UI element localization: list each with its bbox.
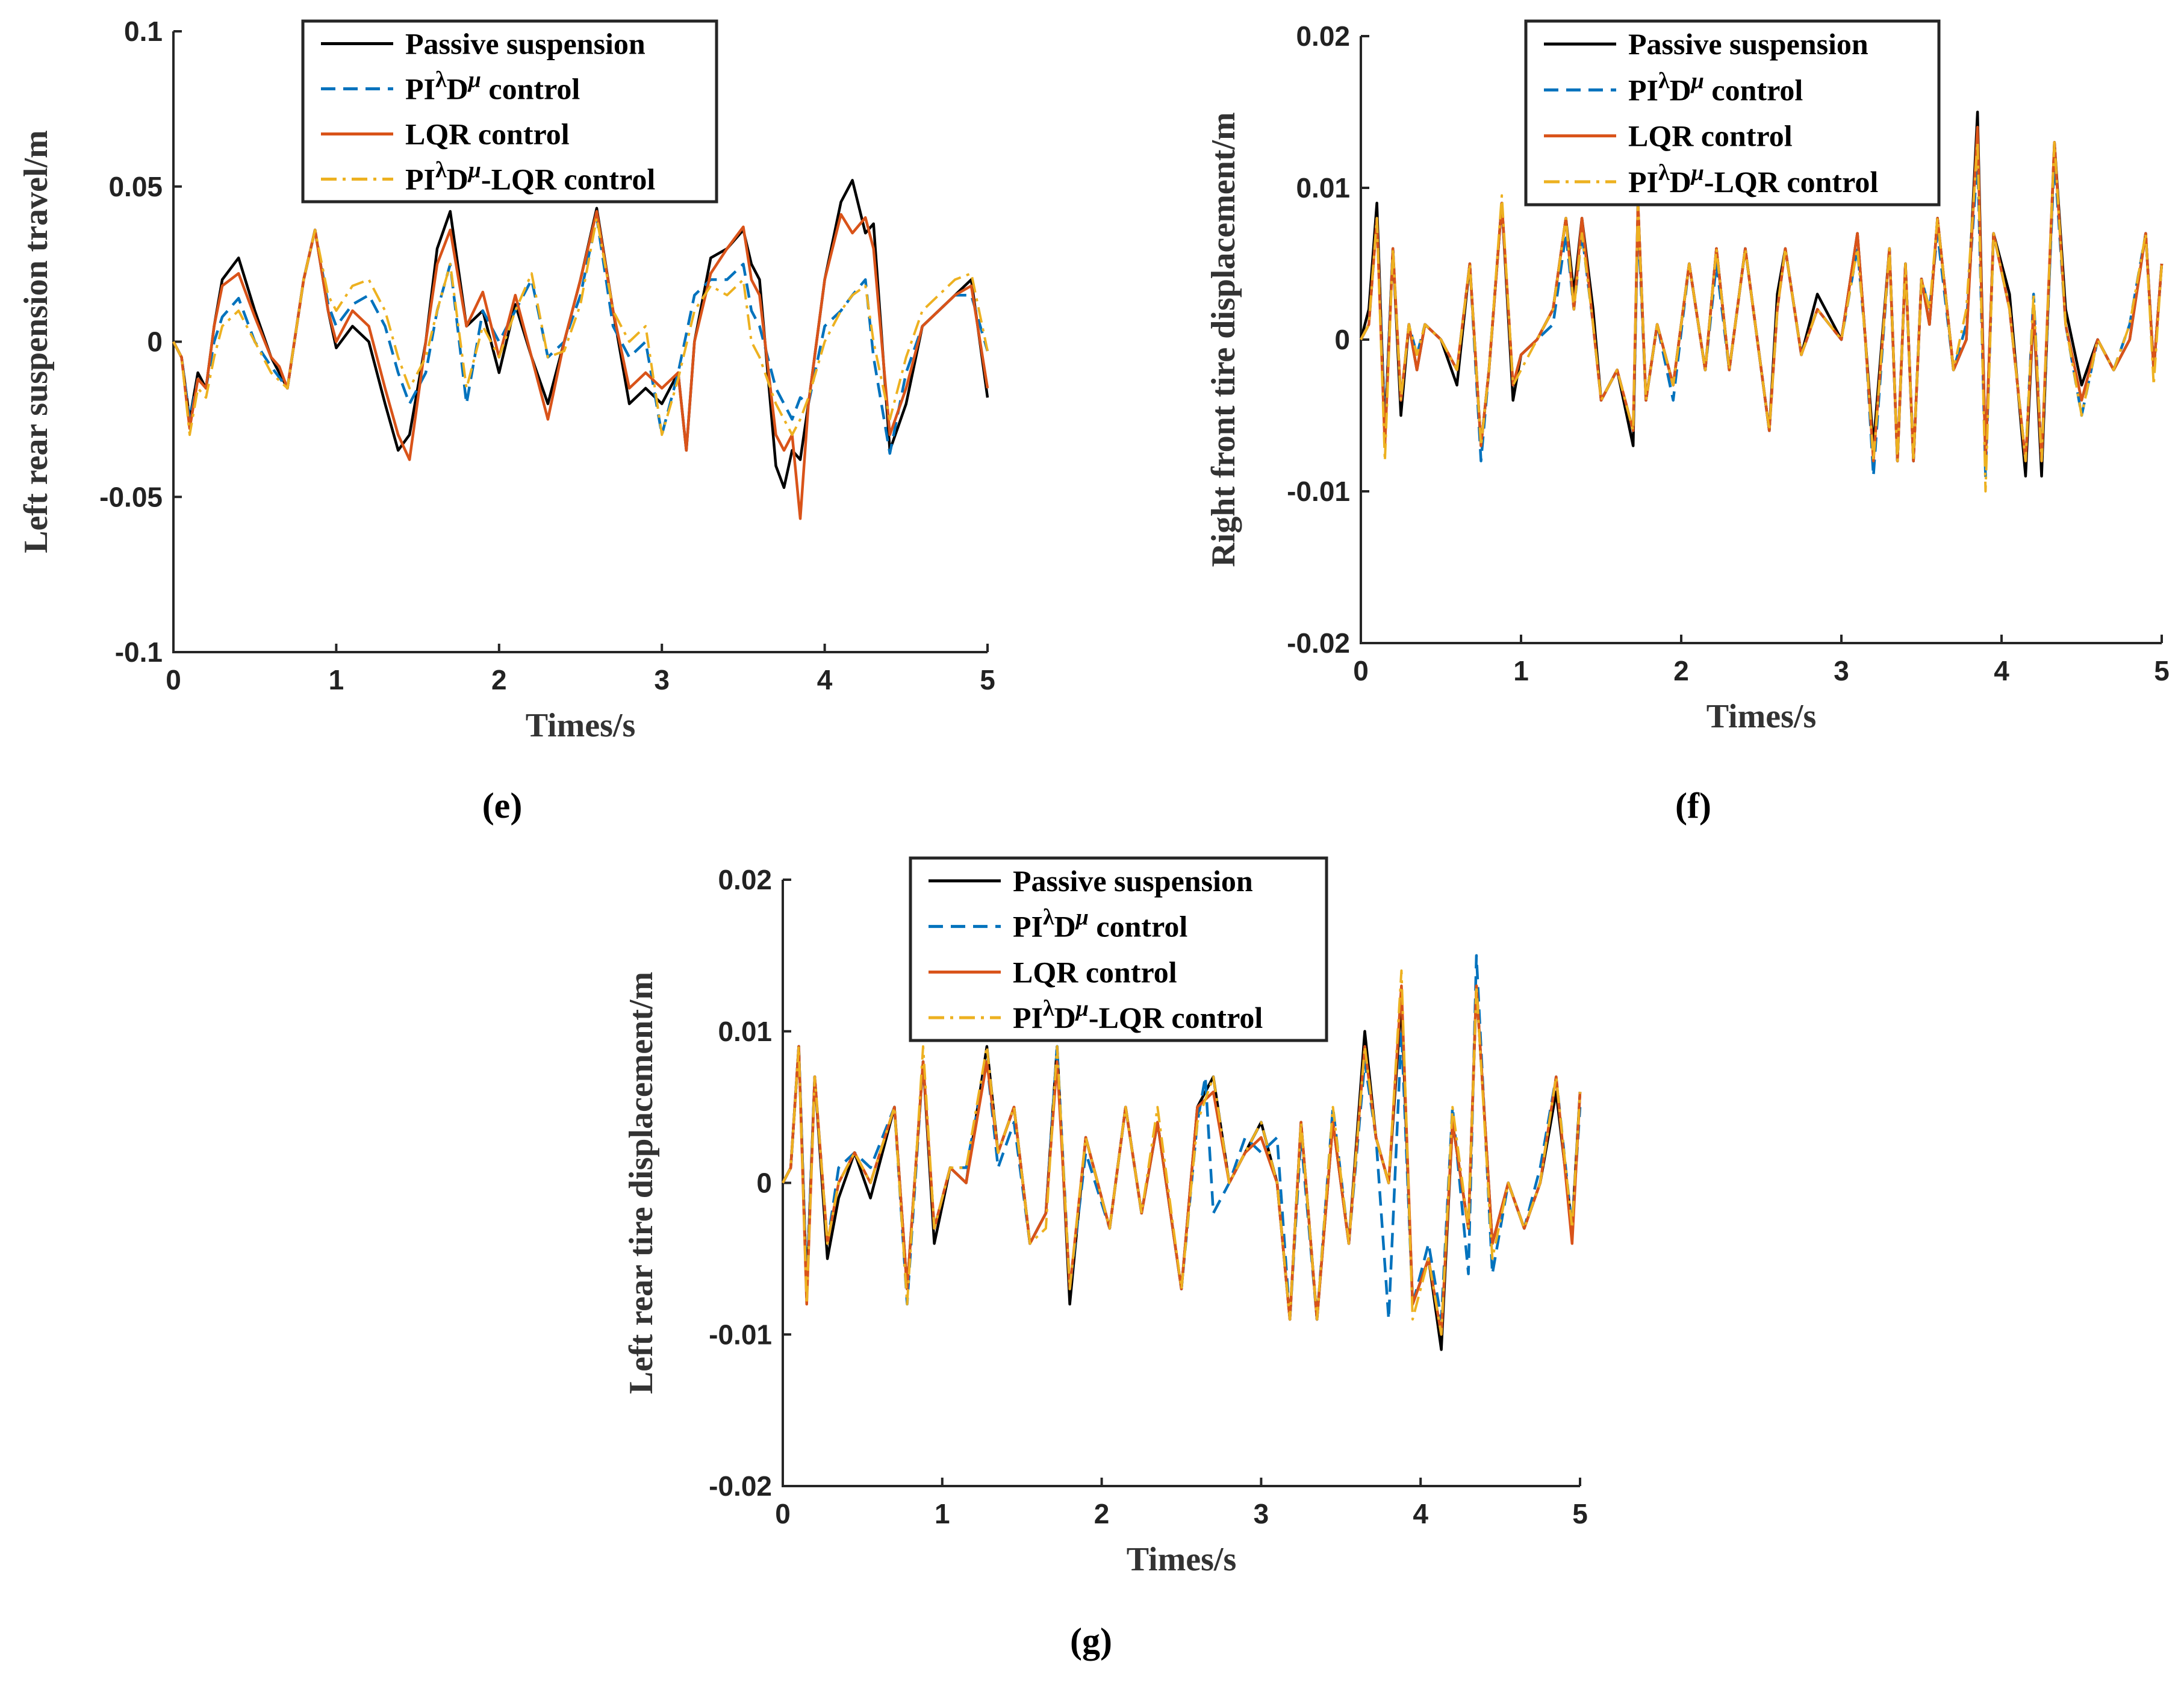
legend-entry: LQR control [1013,955,1177,989]
legend-entry: PIλDμ-LQR control [1013,996,1263,1034]
legend-entry: LQR control [1628,119,1793,153]
y-tick-label: 0 [756,1168,772,1199]
series-line-3 [1360,125,2164,462]
x-tick-label: 3 [1834,655,1849,686]
legend-box [1524,19,1941,207]
legend-entry-rest: -LQR control [1704,165,1878,199]
chart-panel-e: 0 1 2 3 4 5 -0.1 -0.05 0 0.05 0.1 Times/s Left rear … [17,16,995,826]
legend-entry: PIλDμ control [1628,68,1803,107]
legend-entry-pi: PI [1013,1001,1043,1034]
legend-entry-pi: PI [405,72,435,106]
series-line-4 [172,216,989,437]
legend-entry-lambda: λ [1043,996,1054,1021]
legend-entry-mu: μ [1690,160,1704,185]
legend-entry: PIλDμ control [405,67,580,106]
y-tick-label: 0 [1334,324,1350,355]
y-axis-label: Left rear suspension travel/m [17,130,55,553]
legend-entry-rest: control [1704,73,1803,107]
x-tick-label: 5 [980,664,995,695]
y-tick-label: -0.05 [99,481,163,512]
panel-caption: (e) [482,786,523,826]
y-tick-label: 0 [147,326,163,358]
chart-panel-g: 0 1 2 3 4 5 -0.02 -0.01 0 0.01 0.02 Times/s Left rea… [623,856,1588,1661]
x-tick-label: 2 [1094,1498,1110,1529]
panel-caption: (f) [1675,786,1711,826]
legend-entry-mu: μ [1075,905,1089,930]
y-tick-label: -0.01 [1287,476,1350,507]
legend-entry: PIλDμ control [1013,905,1187,944]
legend-entry-rest: control [1089,910,1187,944]
x-tick-label: 0 [166,664,181,695]
legend-entry-rest: -LQR control [481,163,655,196]
legend-entry-lambda: λ [1043,905,1054,930]
y-tick-label: -0.02 [1287,627,1350,659]
legend-entry: PIλDμ-LQR control [405,158,655,196]
y-tick-label: 0.1 [124,16,163,47]
series-line-4 [782,969,1581,1336]
x-axis-label: Times/s [1127,1541,1237,1578]
x-axis-label: Times/s [1706,698,1817,735]
legend-entry-lambda: λ [1658,68,1670,93]
legend-entry: PIλDμ-LQR control [1628,160,1878,199]
legend-entry-pi: PI [1628,165,1658,199]
x-tick-label: 0 [775,1498,791,1529]
legend-box [909,856,1328,1042]
y-tick-label: 0.02 [1296,20,1350,52]
y-tick-label: -0.02 [709,1470,772,1502]
legend-entry: Passive suspension [1628,27,1868,61]
legend-entry-lambda: λ [1658,160,1670,185]
panel-caption: (g) [1070,1621,1112,1661]
x-tick-label: 4 [1413,1498,1428,1529]
x-tick-label: 3 [654,664,670,695]
legend-entry-mu: μ [1690,68,1704,93]
y-tick-label: 0.02 [718,864,772,895]
x-axis-label: Times/s [526,707,636,744]
legend-entry-lambda: λ [435,67,447,93]
legend-entry-d: D [1054,1001,1076,1034]
y-tick-label: -0.01 [709,1319,772,1350]
x-tick-label: 0 [1353,655,1369,686]
legend-entry-d: D [447,72,468,106]
legend-box [301,19,718,204]
legend-entry-d: D [447,163,468,196]
legend-entry-pi: PI [405,163,435,196]
legend-entry-rest: -LQR control [1089,1001,1263,1034]
legend-entry: LQR control [405,117,570,151]
y-tick-label: 0.05 [108,171,163,202]
legend-entry-d: D [1670,165,1691,199]
x-tick-label: 2 [491,664,507,695]
y-tick-label: 0.01 [718,1016,772,1047]
chart-panel-f: 0 1 2 3 4 5 -0.02 -0.01 0 0.01 0.02 Times/s Right fr… [1205,19,2170,826]
legend-entry-pi: PI [1628,73,1658,107]
legend-entry: Passive suspension [1013,864,1253,898]
x-tick-label: 1 [329,664,344,695]
legend-entry-d: D [1054,910,1076,944]
x-tick-label: 4 [817,664,833,695]
legend-entry-pi: PI [1013,910,1043,944]
x-tick-label: 5 [2154,655,2170,686]
x-tick-label: 3 [1254,1498,1269,1529]
legend-entry: Passive suspension [405,27,646,61]
legend-entry-d: D [1670,73,1691,107]
y-tick-label: 0.01 [1296,172,1350,204]
y-axis-label: Right front tire displacement/m [1205,112,1242,567]
x-tick-label: 4 [1994,655,2009,686]
x-tick-label: 1 [935,1498,950,1529]
legend-entry-rest: control [481,72,580,106]
y-tick-label: -0.1 [115,636,163,668]
legend-entry-lambda: λ [435,158,447,183]
legend-entry-mu: μ [467,158,481,183]
x-tick-label: 2 [1673,655,1689,686]
y-axis-label: Left rear tire displacement/m [623,972,660,1394]
legend-entry-mu: μ [1075,996,1089,1021]
x-tick-label: 5 [1572,1498,1588,1529]
legend-entry-mu: μ [467,67,481,93]
x-tick-label: 1 [1513,655,1529,686]
series-line-3 [172,210,989,520]
